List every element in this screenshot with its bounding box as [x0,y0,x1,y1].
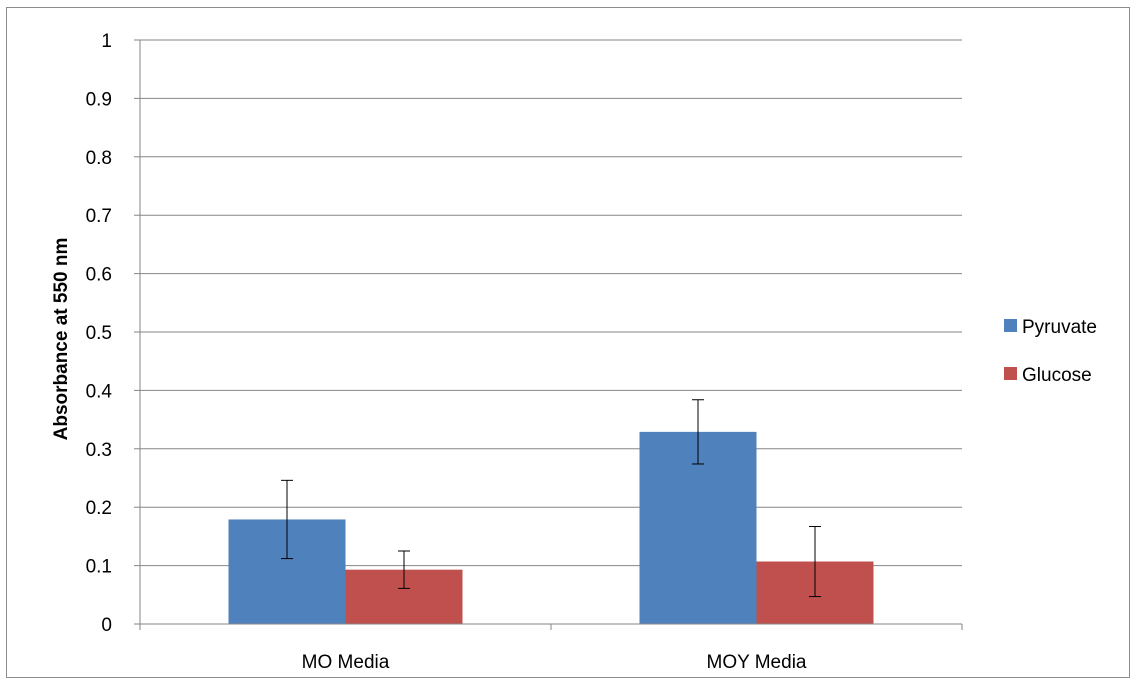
y-tick-label: 0.5 [86,323,112,344]
category-labels: MO Media MOY Media [302,652,807,673]
error-bars [281,399,821,598]
y-tick-label: 0.8 [86,148,112,169]
y-tick-label: 0.4 [86,381,113,402]
axes [139,40,963,630]
x-category-label: MO Media [302,652,390,673]
legend-swatch-pyruvate [1004,319,1017,332]
legend-swatch-glucose [1004,367,1017,380]
y-tick-label: 0.7 [86,206,112,227]
y-tick-label: 0.6 [86,265,112,286]
x-category-label: MOY Media [707,652,807,673]
legend: Pyruvate Glucose [1004,317,1097,386]
y-tick-label: 0.1 [86,557,112,578]
legend-label-pyruvate: Pyruvate [1022,317,1097,338]
y-tick-label: 0.2 [86,498,112,519]
y-tick-label: 0 [101,615,112,636]
bars [228,431,874,624]
gridlines [140,39,962,567]
y-tick-label: 0.3 [86,440,112,461]
y-tick-labels: 0 0.1 0.2 0.3 0.4 0.5 0.6 0.7 0.8 0.9 1 [86,31,140,636]
y-tick-label: 0.9 [86,89,112,110]
y-axis-title: Absorbance at 550 nm [51,238,72,441]
chart-frame [6,7,1130,678]
y-tick-label: 1 [101,31,112,52]
legend-label-glucose: Glucose [1022,365,1092,386]
